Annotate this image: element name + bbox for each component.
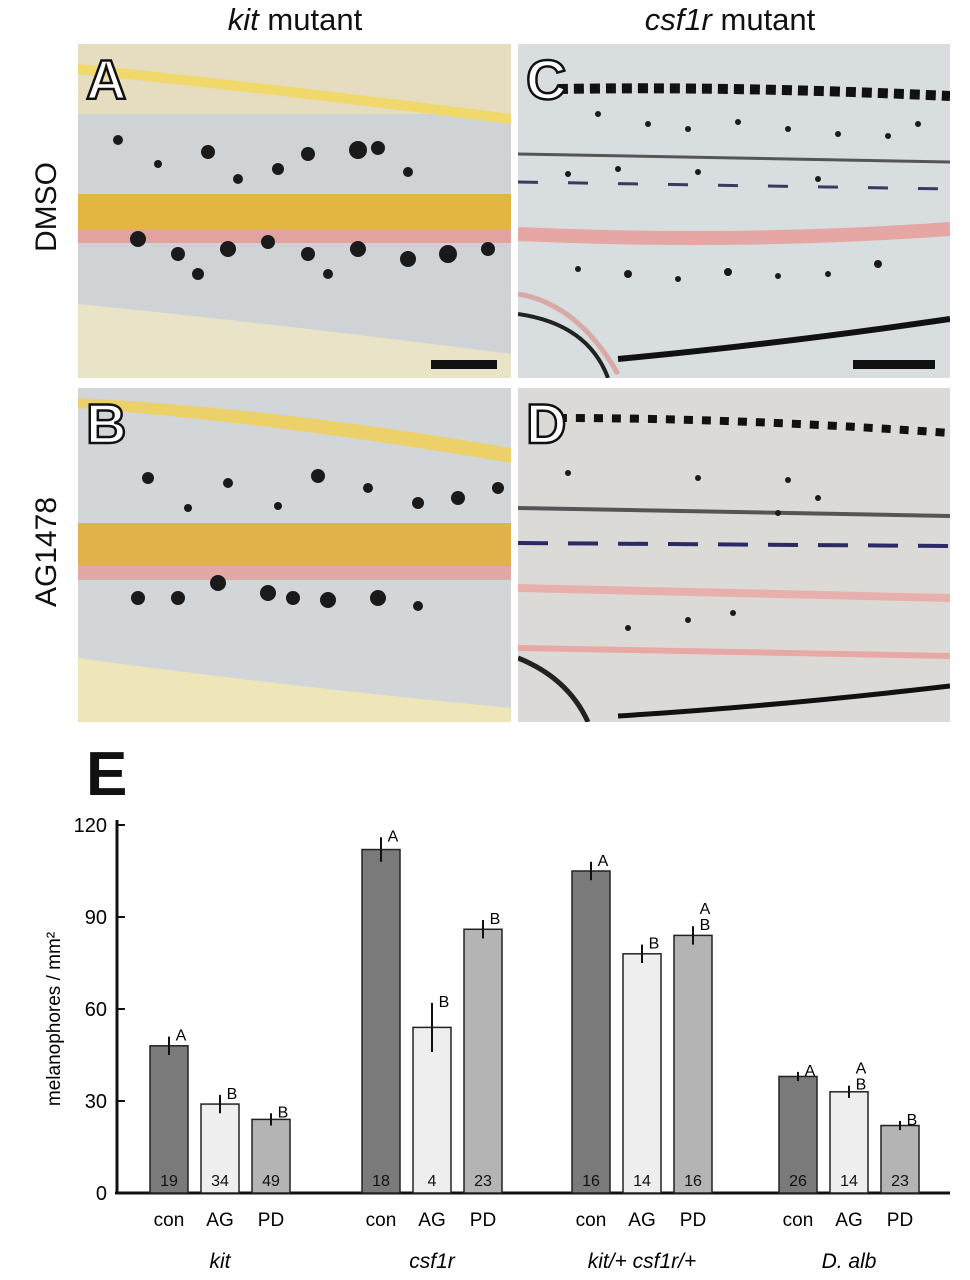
significance-label: A [856, 1061, 867, 1078]
significance-label: B [278, 1104, 289, 1121]
significance-label: B [649, 936, 660, 953]
bar [880, 1124, 920, 1194]
bar [200, 1103, 240, 1194]
n-label: 18 [372, 1173, 390, 1190]
category-label: con [783, 1210, 814, 1231]
significance-label: B [490, 911, 501, 928]
column-title-csf1r-rest: mutant [711, 2, 816, 37]
group-label: kit/+ csf1r/+ [588, 1250, 697, 1273]
panel-d-photo [518, 388, 950, 722]
category-label: PD [680, 1210, 706, 1231]
panel-d-image: D [518, 388, 950, 722]
panel-letter-c: C [525, 48, 568, 111]
scale-bar-a [431, 360, 497, 369]
bar [361, 848, 401, 1194]
panel-a-photo [78, 44, 511, 378]
bar [571, 870, 611, 1194]
column-title-csf1r-italic: csf1r [644, 2, 712, 37]
category-label: con [366, 1210, 397, 1231]
group-label: kit [210, 1250, 232, 1273]
significance-label: B [700, 917, 711, 934]
y-tick-label: 30 [85, 1091, 107, 1113]
panel-letter-a: A [85, 48, 128, 111]
bar [412, 1026, 452, 1194]
category-label: con [576, 1210, 607, 1231]
n-label: 23 [474, 1173, 492, 1190]
panel-letter-b: B [85, 392, 128, 455]
column-title-kit-italic: kit [227, 2, 259, 37]
n-label: 34 [211, 1173, 229, 1190]
significance-label: B [907, 1112, 918, 1129]
n-label: 49 [262, 1173, 280, 1190]
y-tick-label: 120 [74, 815, 107, 837]
bar [251, 1118, 291, 1194]
column-title-kit-rest: mutant [258, 2, 363, 37]
group-label: D. alb [822, 1250, 877, 1273]
n-label: 19 [160, 1173, 178, 1190]
n-label: 16 [582, 1173, 600, 1190]
significance-label: A [598, 853, 609, 870]
significance-label: B [439, 994, 450, 1011]
category-label: AG [418, 1210, 445, 1231]
n-label: 23 [891, 1173, 909, 1190]
significance-label: A [700, 901, 711, 918]
panel-c-image: C [518, 44, 950, 378]
significance-label: B [227, 1086, 238, 1103]
significance-label: A [176, 1028, 187, 1045]
group-label: csf1r [409, 1250, 456, 1273]
row-label-dmso: DMSO [30, 162, 63, 252]
category-label: PD [258, 1210, 284, 1231]
y-tick-label: 60 [85, 999, 107, 1021]
bar [149, 1045, 189, 1194]
category-label: con [154, 1210, 185, 1231]
y-axis-label: melanophores / mm² [44, 932, 65, 1106]
category-label: AG [628, 1210, 655, 1231]
row-label-ag1478: AG1478 [30, 496, 63, 608]
panel-b-image: B [78, 388, 511, 722]
scale-bar-c [853, 360, 935, 369]
category-label: PD [887, 1210, 913, 1231]
significance-label: A [388, 828, 399, 845]
category-label: AG [835, 1210, 862, 1231]
n-label: 4 [428, 1173, 437, 1190]
n-label: 16 [684, 1173, 702, 1190]
category-label: PD [470, 1210, 496, 1231]
n-label: 14 [840, 1173, 858, 1190]
category-label: AG [206, 1210, 233, 1231]
panel-b-photo [78, 388, 511, 722]
panel-c-photo [518, 44, 950, 378]
n-label: 26 [789, 1173, 807, 1190]
y-tick-label: 0 [96, 1183, 107, 1205]
n-label: 14 [633, 1173, 651, 1190]
bar [622, 953, 662, 1194]
bar-chart: melanophores / mm² 0 30 60 90 120 A 19 con B 34 AG B… [44, 815, 950, 1273]
chart-letter-e: E [86, 740, 128, 809]
significance-label: B [856, 1077, 867, 1094]
y-tick-label: 90 [85, 907, 107, 929]
column-title-csf1r: csf1r mutant [510, 2, 950, 38]
bar [673, 934, 713, 1194]
bar [463, 928, 503, 1194]
panel-a-image: A [78, 44, 511, 378]
panel-letter-d: D [525, 392, 568, 455]
column-title-kit: kit mutant [75, 2, 515, 38]
significance-label: A [805, 1063, 816, 1080]
